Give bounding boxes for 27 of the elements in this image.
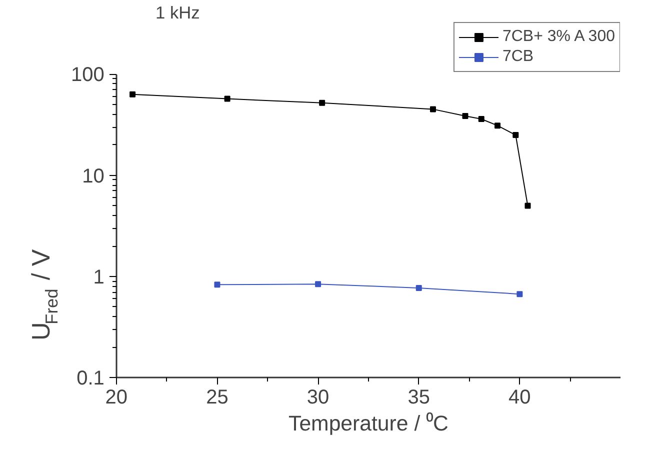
y-tick-label: 10 xyxy=(82,165,104,188)
point xyxy=(478,116,484,122)
point xyxy=(430,106,436,112)
point xyxy=(512,132,519,138)
y-tick-label: 1 xyxy=(93,266,104,288)
point xyxy=(130,91,136,98)
x-tick-label: 20 xyxy=(105,386,128,409)
point xyxy=(224,96,230,102)
point xyxy=(516,291,523,298)
point xyxy=(315,281,322,288)
x-tick-label: 35 xyxy=(408,386,430,409)
legend-label: 7CB+ 3% A 300 xyxy=(502,28,615,46)
legend-label: 7CB xyxy=(502,48,534,66)
point xyxy=(524,202,531,209)
x-axis-title: Temperature / ⁰C xyxy=(288,412,448,436)
point xyxy=(214,282,220,288)
point xyxy=(494,122,500,129)
point xyxy=(319,100,326,106)
y-tick-label: 0.1 xyxy=(76,368,104,390)
y-axis-title: UFred / V xyxy=(28,249,62,340)
chart-title: 1 kHz xyxy=(156,2,200,22)
x-tick-label: 40 xyxy=(508,386,531,409)
x-tick-label: 25 xyxy=(206,386,228,409)
y-tick-label: 100 xyxy=(71,64,104,86)
point xyxy=(462,113,468,120)
x-tick-label: 30 xyxy=(306,386,330,409)
point xyxy=(416,284,422,291)
